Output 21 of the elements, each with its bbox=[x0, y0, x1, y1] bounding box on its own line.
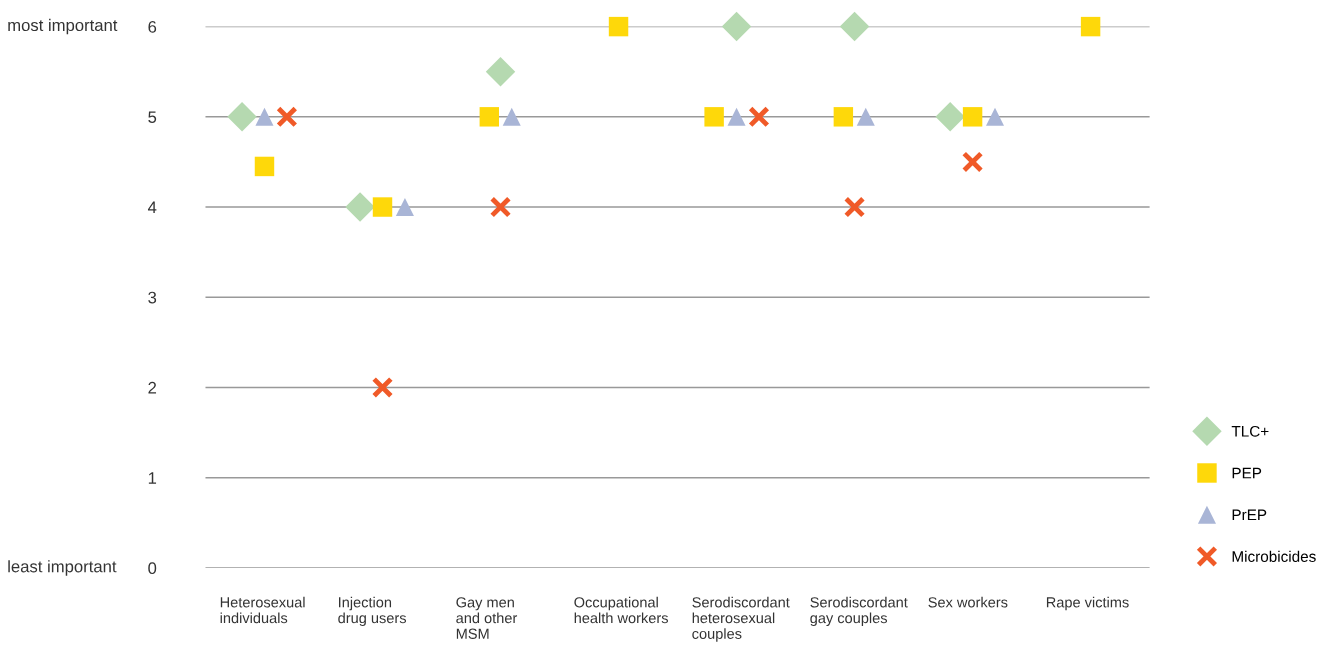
legend-label: Microbicides bbox=[1232, 550, 1316, 562]
y-tick-label: 1 bbox=[148, 472, 157, 484]
x-tick-label: Serodiscordant gay couples bbox=[810, 596, 908, 627]
text: most important bbox=[8, 18, 118, 35]
legend-label: TLC+ bbox=[1231, 425, 1269, 437]
x-tick-label: Serodiscordant heterosexual couples bbox=[692, 596, 790, 642]
x-tick-label: Occupational health workers bbox=[574, 596, 668, 624]
x-tick-label: Heterosexual individuals bbox=[220, 596, 305, 624]
legend-label: PrEP bbox=[1232, 509, 1267, 521]
legend-label: PEP bbox=[1232, 467, 1262, 479]
x-tick-label: Sex workers bbox=[928, 596, 1008, 608]
x-tick-label: Rape victims bbox=[1046, 596, 1129, 611]
y-tick-label: 3 bbox=[148, 291, 157, 304]
x-tick-label: Injection drug users bbox=[338, 596, 407, 627]
y-tick-label: 6 bbox=[148, 21, 157, 33]
text: least important bbox=[8, 560, 117, 576]
x-tick-label: Gay men and other MSM bbox=[456, 597, 518, 639]
y-tick-label: 4 bbox=[147, 201, 157, 214]
y-tick-label: 2 bbox=[148, 381, 157, 394]
y-tick-label: 5 bbox=[148, 111, 157, 124]
y-tick-label: 0 bbox=[148, 562, 157, 575]
